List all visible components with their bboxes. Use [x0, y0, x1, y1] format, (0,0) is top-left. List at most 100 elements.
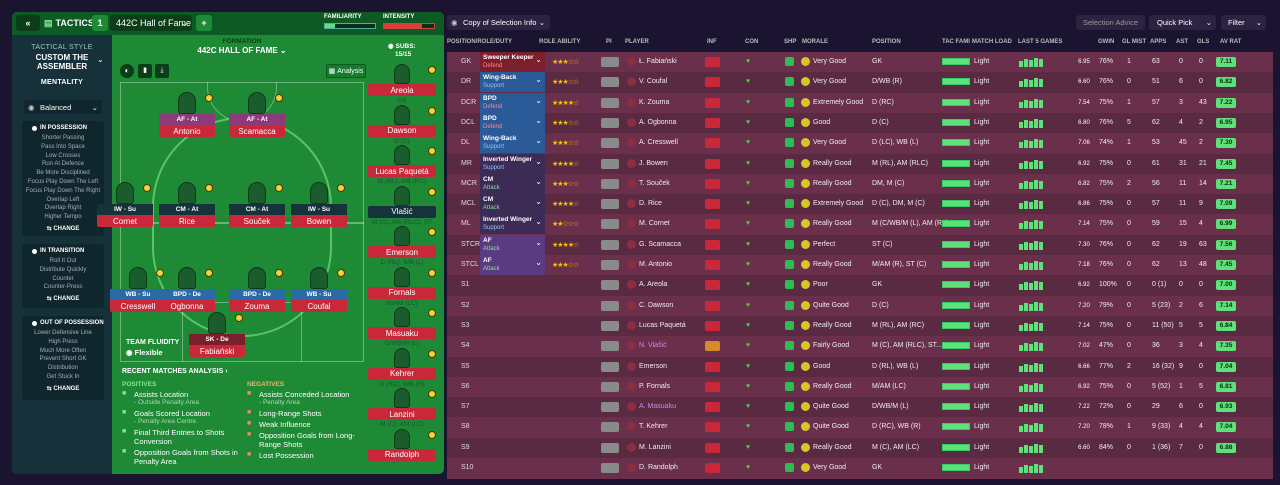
- table-row[interactable]: S6 P. Fornals ♥ Really Good M/AM (LC) Light 6.…: [447, 376, 1273, 398]
- change-out-possession-button[interactable]: ⇆ CHANGE: [46, 385, 80, 392]
- role-duty-select[interactable]: CM Attack ⌄: [480, 173, 545, 194]
- player-name[interactable]: M. Lanzini: [639, 443, 671, 451]
- pitch-player[interactable]: IW - Su Bowen: [291, 182, 347, 227]
- player-instructions-icon[interactable]: [601, 138, 619, 149]
- column-header[interactable]: AV RAT: [1220, 39, 1242, 45]
- player-instructions-icon[interactable]: [601, 320, 619, 331]
- role-duty-select[interactable]: AF Attack ⌄: [480, 234, 545, 255]
- analysis-item[interactable]: ■ Assists Location - Outside Penalty Area: [122, 390, 242, 407]
- view-selector[interactable]: ◉ Copy of Selection Info ⌄: [447, 15, 550, 30]
- column-header[interactable]: AST: [1176, 39, 1188, 45]
- player-instructions-icon[interactable]: [601, 361, 619, 372]
- table-row[interactable]: STCL AF Attack ⌄ ★★★☆☆ M. Antonio ♥ Really Good…: [447, 255, 1273, 276]
- sub-player[interactable]: Masuaku D/WB/M (L): [368, 307, 436, 347]
- role-duty-select[interactable]: Inverted Winger Support ⌄: [480, 153, 545, 174]
- role-duty-select[interactable]: CM Attack ⌄: [480, 194, 545, 215]
- player-instructions-icon[interactable]: [601, 442, 619, 453]
- chevron-down-icon[interactable]: ⌄: [97, 55, 104, 64]
- player-instructions-icon[interactable]: [601, 239, 619, 250]
- change-in-possession-button[interactable]: ⇆ CHANGE: [46, 225, 80, 232]
- tactics-tab[interactable]: ▤ TACTICS: [44, 15, 94, 31]
- column-header[interactable]: APPS: [1150, 39, 1167, 45]
- player-instructions-icon[interactable]: [601, 199, 619, 210]
- table-row[interactable]: GK Sweeper Keeper Defend ⌄ ★★★☆☆ Ł. Fabiański…: [447, 52, 1273, 73]
- player-instructions-icon[interactable]: [601, 402, 619, 413]
- table-row[interactable]: DR Wing-Back Support ⌄ ★★★☆☆ V. Coufal ♥ Very G…: [447, 72, 1273, 93]
- player-name[interactable]: V. Coufal: [639, 78, 668, 86]
- player-name[interactable]: C. Dawson: [639, 301, 674, 309]
- table-row[interactable]: S3 Lucas Paquetá ♥ Really Good M (RL), AM (R…: [447, 315, 1273, 337]
- player-instructions-icon[interactable]: [601, 341, 619, 352]
- player-name[interactable]: A. Cresswell: [639, 139, 678, 147]
- role-duty-select[interactable]: AF Attack ⌄: [480, 255, 545, 275]
- sub-player[interactable]: Kehrer D (RC), WB (R): [368, 347, 436, 388]
- sub-player[interactable]: Lanzini M (C), AM (LC): [368, 388, 436, 428]
- filter-button[interactable]: Filter ⌄: [1221, 15, 1266, 30]
- role-duty-select[interactable]: Wing-Back Support ⌄: [480, 72, 545, 93]
- column-header[interactable]: MORALE: [802, 39, 828, 45]
- table-row[interactable]: STCR AF Attack ⌄ ★★★★☆ G. Scamacca ♥ Perfect ST …: [447, 234, 1273, 256]
- role-duty-select[interactable]: BPD Defend ⌄: [480, 92, 545, 113]
- column-header[interactable]: MATCH LOAD: [972, 39, 1012, 45]
- column-header[interactable]: SHP: [784, 39, 797, 45]
- sub-player[interactable]: Dawson D (C): [368, 104, 436, 145]
- table-row[interactable]: S4 N. Vlašić ♥ Fairly Good M (C), AM (RLC), …: [447, 336, 1273, 357]
- in-transition-card[interactable]: IN TRANSITION Roll It Out Distribute Quic…: [22, 244, 104, 308]
- player-instructions-icon[interactable]: [601, 422, 619, 433]
- analysis-item[interactable]: ■ Lost Possession: [247, 451, 365, 460]
- player-instructions-icon[interactable]: [601, 117, 619, 128]
- table-row[interactable]: ML Inverted Winger Support ⌄ ★★☆☆☆ M. Cornet ♥…: [447, 214, 1273, 235]
- tactic-slot[interactable]: 1: [92, 15, 108, 31]
- shirt-view-icon[interactable]: ◐: [120, 64, 134, 78]
- player-name[interactable]: P. Fornals: [639, 382, 670, 390]
- analysis-item[interactable]: ■ Weak Influence: [247, 420, 365, 429]
- formation-selector[interactable]: 442C HALL OF FAME ⌄: [162, 46, 322, 55]
- change-in-transition-button[interactable]: ⇆ CHANGE: [46, 296, 80, 303]
- analysis-item[interactable]: ■ Opposition Goals from Long-Range Shots: [247, 431, 365, 449]
- player-instructions-icon[interactable]: [601, 300, 619, 311]
- player-name[interactable]: Emerson: [639, 362, 668, 370]
- bar-chart-icon[interactable]: ▮: [138, 64, 152, 78]
- column-header[interactable]: LAST 5 GAMES: [1018, 39, 1063, 45]
- mentality-select[interactable]: ◉ Balanced ⌄: [24, 100, 102, 114]
- player-name[interactable]: K. Zouma: [639, 98, 670, 106]
- role-duty-select[interactable]: Inverted Winger Support ⌄: [480, 214, 545, 235]
- table-row[interactable]: S10 D. Randolph ♥ Very Good GK Light: [447, 458, 1273, 479]
- table-row[interactable]: DCR BPD Defend ⌄ ★★★★☆ K. Zouma ♥ Extremely Goo…: [447, 92, 1273, 114]
- tactic-selector[interactable]: 442C Hall of Fame ⌄: [110, 15, 192, 31]
- analysis-button[interactable]: ▦ Analysis: [326, 64, 366, 78]
- player-name[interactable]: A. Masuaku: [639, 403, 676, 411]
- collapse-button[interactable]: «: [16, 15, 40, 31]
- player-name[interactable]: G. Scamacca: [639, 240, 682, 248]
- pitch-player[interactable]: BPD - De Zouma: [229, 267, 285, 312]
- column-header[interactable]: POSITION: [872, 39, 901, 45]
- analysis-item[interactable]: ■ Assists Conceded Location - Penalty Area: [247, 390, 365, 407]
- quick-pick-button[interactable]: Quick Pick ⌄: [1149, 15, 1216, 30]
- column-header[interactable]: PI: [606, 39, 612, 45]
- player-name[interactable]: M. Antonio: [639, 261, 673, 268]
- analysis-item[interactable]: ■ Goals Scored Location - Penalty Area Cen…: [122, 409, 242, 426]
- pitch-player[interactable]: WB - Su Coufal: [291, 267, 347, 312]
- analysis-item[interactable]: ■ Final Third Entries to Shots Conversion: [122, 428, 242, 446]
- download-icon[interactable]: ⤓: [155, 64, 169, 78]
- player-instructions-icon[interactable]: [601, 178, 619, 189]
- pitch-player[interactable]: BPD - De Ogbonna: [159, 267, 215, 312]
- player-instructions-icon[interactable]: [601, 463, 619, 473]
- player-instructions-icon[interactable]: [601, 57, 619, 67]
- pitch-player[interactable]: AF - At Antonio: [159, 92, 215, 137]
- player-name[interactable]: D. Rice: [639, 200, 662, 208]
- table-row[interactable]: DCL BPD Defend ⌄ ★★★☆☆ A. Ogbonna ♥ Good D (C) Li…: [447, 112, 1273, 134]
- table-row[interactable]: DL Wing-Back Support ⌄ ★★★☆☆ A. Cresswell ♥ Ver…: [447, 133, 1273, 154]
- table-row[interactable]: MCL CM Attack ⌄ ★★★★☆ D. Rice ♥ Extremely Good D…: [447, 194, 1273, 215]
- pitch-player[interactable]: CM - At Rice: [159, 182, 215, 227]
- player-name[interactable]: Lucas Paquetá: [639, 321, 686, 329]
- player-name[interactable]: T. Souček: [639, 179, 670, 187]
- player-name[interactable]: J. Bowen: [639, 159, 668, 167]
- player-name[interactable]: A. Areola: [639, 281, 668, 289]
- sub-player[interactable]: Fornals M/AM (LC): [368, 266, 436, 307]
- column-header[interactable]: GLS: [1197, 39, 1210, 45]
- player-instructions-icon[interactable]: [601, 77, 619, 88]
- pitch-player[interactable]: SK - De Fabiański: [189, 312, 245, 357]
- out-possession-card[interactable]: OUT OF POSSESSION Lower Defensive Line Hi…: [22, 316, 104, 400]
